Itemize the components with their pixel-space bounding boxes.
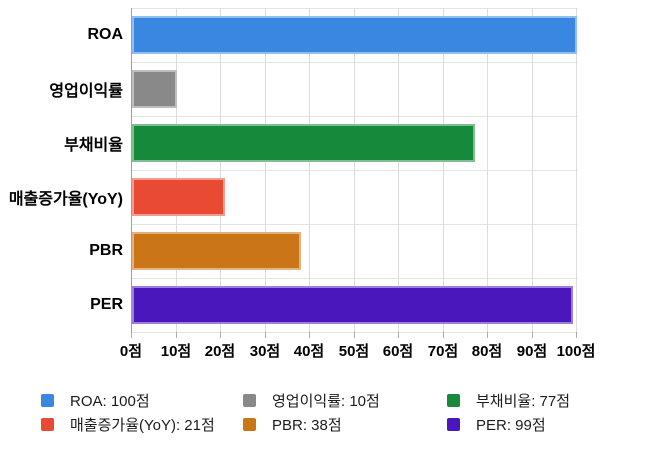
x-axis-tick (220, 332, 221, 338)
gridline-vertical (532, 8, 533, 332)
x-axis-tick-label: 90점 (516, 343, 548, 360)
category-label: PER (90, 296, 123, 313)
legend-swatch (243, 417, 256, 431)
x-axis-tick-label: 20점 (204, 343, 236, 360)
category-label: ROA (87, 26, 123, 43)
legend-label: 영업이익률: 10점 (272, 392, 380, 410)
legend-label: ROA: 100점 (70, 392, 150, 410)
x-axis-tick-label: 30점 (249, 343, 281, 360)
legend-item[interactable]: PER: 99점 (447, 416, 546, 434)
x-axis-tick (309, 332, 310, 338)
legend-label: PER: 99점 (476, 416, 546, 434)
category-label: 영업이익률 (49, 83, 123, 100)
x-axis-tick-label: 0점 (119, 343, 143, 360)
x-axis-tick-label: 10점 (160, 343, 192, 360)
legend-swatch (41, 393, 54, 407)
category-label: 부채비율 (64, 137, 123, 154)
x-axis-tick (398, 332, 399, 338)
gridline-vertical (265, 8, 266, 332)
category-label: PBR (89, 242, 123, 259)
gridline-vertical (443, 8, 444, 332)
x-axis-tick (487, 332, 488, 338)
x-axis-tick-label: 60점 (382, 343, 414, 360)
x-axis-tick-label: 100점 (556, 343, 596, 360)
legend-swatch (41, 417, 54, 431)
x-axis-tick (265, 332, 266, 338)
x-axis-tick-label: 80점 (471, 343, 503, 360)
legend-label: PBR: 38점 (272, 416, 342, 434)
x-axis-tick-label: 70점 (427, 343, 459, 360)
gridline-vertical (220, 8, 221, 332)
x-axis-tick-label: 40점 (293, 343, 325, 360)
bar[interactable] (132, 286, 573, 324)
gridline-vertical (309, 8, 310, 332)
plot-area (131, 8, 578, 333)
bar[interactable] (132, 124, 475, 162)
legend-item[interactable]: PBR: 38점 (243, 416, 342, 434)
legend-swatch (447, 417, 460, 431)
gridline-vertical (398, 8, 399, 332)
legend-swatch (243, 393, 256, 407)
legend-item[interactable]: 영업이익률: 10점 (243, 392, 380, 410)
bar[interactable] (132, 232, 301, 270)
legend-item[interactable]: 부채비율: 77점 (447, 392, 571, 410)
category-label: 매출증가율(YoY) (8, 191, 123, 208)
x-axis-tick (131, 332, 132, 338)
legend-item[interactable]: 매출증가율(YoY): 21점 (41, 416, 215, 434)
x-axis-tick (354, 332, 355, 338)
x-axis-tick-label: 50점 (338, 343, 370, 360)
bar[interactable] (132, 70, 177, 108)
bar[interactable] (132, 178, 225, 216)
gridline-vertical (176, 8, 177, 332)
gridline-vertical (354, 8, 355, 332)
legend-label: 매출증가율(YoY): 21점 (70, 416, 215, 434)
legend-item[interactable]: ROA: 100점 (41, 392, 150, 410)
x-axis-tick (443, 332, 444, 338)
gridline-vertical (576, 8, 577, 332)
gridline-vertical (487, 8, 488, 332)
x-axis-tick (176, 332, 177, 338)
x-axis-tick (576, 332, 577, 338)
y-axis-line (131, 8, 132, 332)
legend-label: 부채비율: 77점 (476, 392, 571, 410)
bar[interactable] (132, 16, 577, 54)
x-axis-tick (532, 332, 533, 338)
legend-swatch (447, 393, 460, 407)
